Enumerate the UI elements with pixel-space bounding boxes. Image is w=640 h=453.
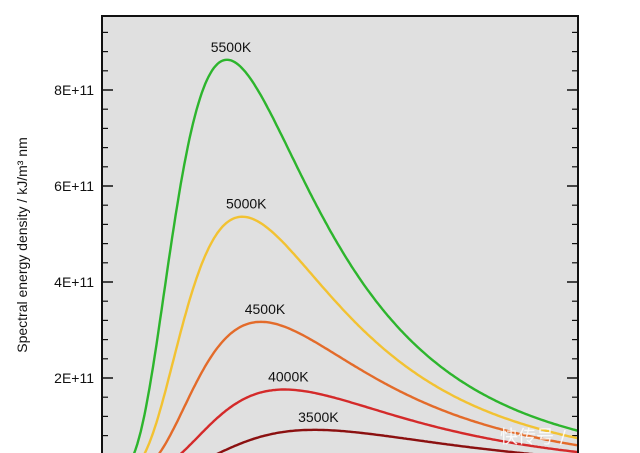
y-axis-ticks: 2E+11 4E+11 6E+11 8E+11 <box>54 31 578 437</box>
y-tick-label: 2E+11 <box>54 370 94 386</box>
y-tick-label: 8E+11 <box>54 82 94 98</box>
y-axis-label: Spectral energy density / kJ/m³ nm <box>14 137 30 353</box>
series-line-5000k <box>143 215 578 453</box>
series-line-3500k <box>216 428 534 453</box>
series-line-4000k <box>179 388 578 453</box>
series-line-5500k <box>132 58 578 453</box>
y-tick-label: 4E+11 <box>54 274 94 290</box>
series-label-3500k: 3500K <box>298 409 339 425</box>
series-line-4500k <box>158 320 578 453</box>
series-labels: 5500K 5000K 4500K 4000K 3500K <box>211 39 340 425</box>
series-curves <box>132 58 578 453</box>
watermark-text: 快传号 / <box>500 427 567 448</box>
series-label-5000k: 5000K <box>226 196 267 212</box>
y-tick-label: 6E+11 <box>54 178 94 194</box>
series-label-4500k: 4500K <box>245 301 286 317</box>
plot-frame <box>101 15 579 453</box>
series-label-4000k: 4000K <box>268 369 309 385</box>
plot-area <box>102 16 578 453</box>
series-label-5500k: 5500K <box>211 39 252 55</box>
